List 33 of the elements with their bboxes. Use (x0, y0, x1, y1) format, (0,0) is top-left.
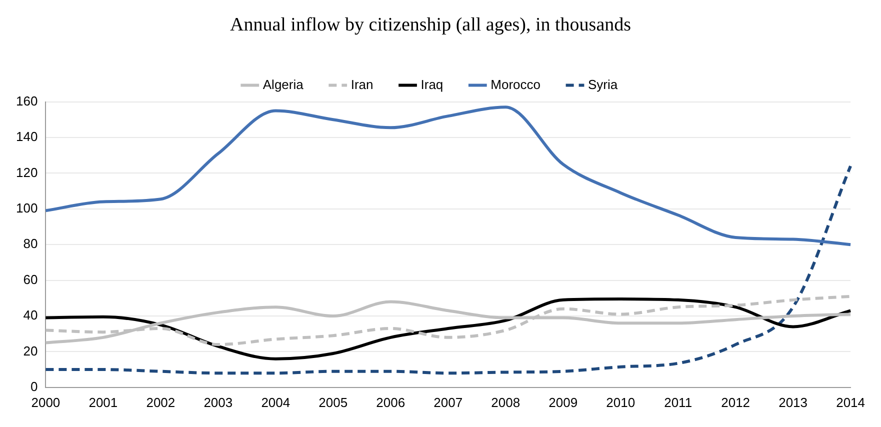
y-tick-label: 0 (30, 378, 38, 394)
chart-title: Annual inflow by citizenship (all ages), in thousands (230, 14, 632, 36)
x-tick-label: 2003 (204, 394, 233, 410)
x-tick-label: 2000 (31, 394, 60, 410)
x-tick-label: 2011 (664, 394, 692, 410)
x-tick-label: 2006 (376, 394, 406, 410)
legend-label: Iraq (420, 76, 444, 92)
x-tick-label: 2002 (146, 394, 176, 410)
y-tick-label: 80 (23, 236, 38, 252)
x-tick-label: 2010 (606, 394, 636, 410)
legend-label: Syria (588, 76, 618, 92)
x-tick-label: 2001 (88, 394, 118, 410)
x-tick-label: 2007 (434, 394, 463, 410)
y-tick-label: 40 (23, 308, 38, 323)
x-tick-label: 2014 (836, 394, 865, 410)
legend-label: Algeria (262, 76, 304, 92)
line-series (44, 298, 852, 360)
y-tick-label: 60 (23, 272, 38, 287)
y-tick-label: 20 (23, 343, 38, 358)
x-tick-label: 2012 (721, 394, 750, 410)
line-series (44, 164, 852, 375)
y-tick-label: 140 (16, 129, 38, 144)
legend-label: Morocco (490, 76, 541, 92)
y-tick-label: 160 (16, 93, 38, 108)
x-tick-label: 2005 (318, 394, 348, 410)
x-tick-label: 2009 (548, 394, 578, 410)
line-series (44, 106, 852, 246)
x-tick-label: 2004 (261, 394, 290, 410)
y-tick-label: 120 (16, 164, 38, 180)
x-tick-label: 2008 (491, 394, 520, 410)
legend-label: Iran (350, 76, 374, 92)
y-tick-label: 100 (16, 200, 38, 216)
x-tick-label: 2013 (778, 394, 808, 410)
